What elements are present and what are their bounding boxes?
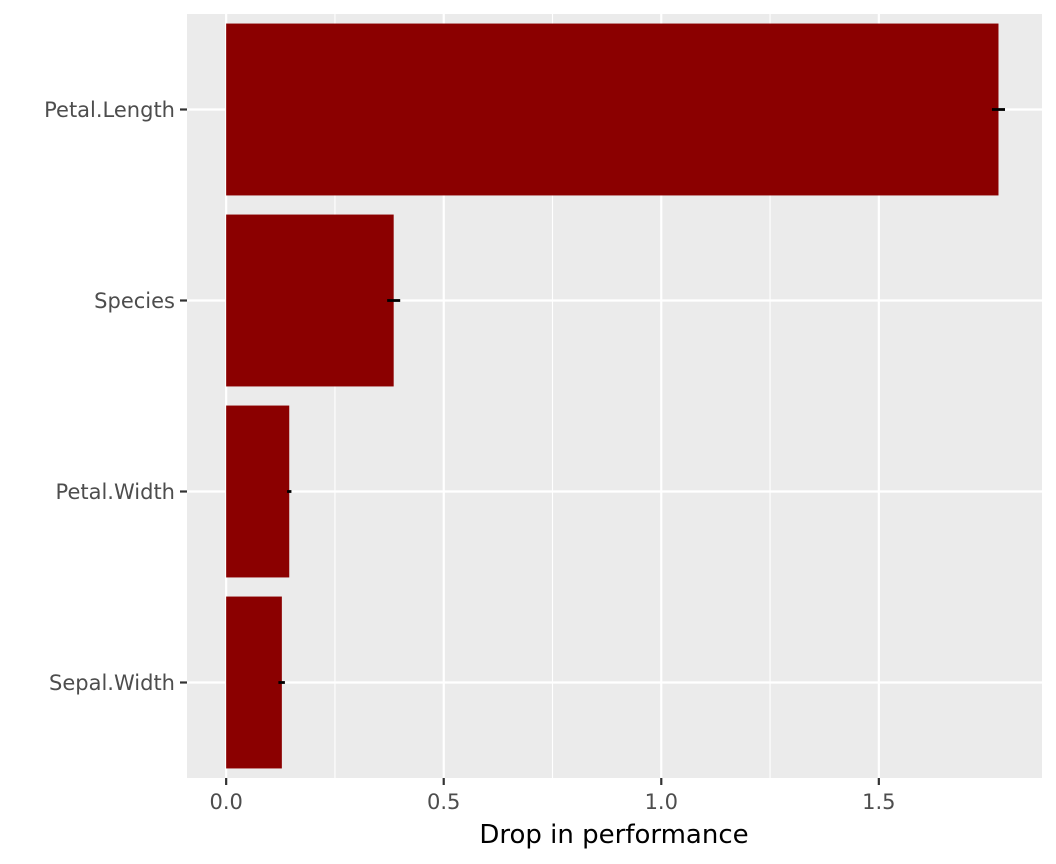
bar-sepal-width [226, 596, 282, 769]
bar-species [226, 214, 394, 387]
error-bars [278, 108, 1006, 684]
y-tick-label: Sepal.Width [49, 671, 175, 695]
y-tick-label: Petal.Length [44, 98, 175, 122]
bar-petal-width [226, 405, 290, 578]
bar-petal-length [226, 23, 999, 196]
y-axis: Petal.Length Species Petal.Width Sepal.Widt… [44, 98, 187, 695]
x-tick-label: 0.0 [209, 790, 242, 814]
y-tick-label: Petal.Width [56, 480, 175, 504]
x-tick-label: 1.5 [862, 790, 895, 814]
bars [226, 23, 999, 769]
x-tick-label: 0.5 [427, 790, 460, 814]
x-tick-label: 1.0 [645, 790, 678, 814]
x-axis: 0.0 0.5 1.0 1.5 [209, 778, 896, 814]
y-tick-label: Species [94, 289, 175, 313]
x-axis-title: Drop in performance [479, 820, 748, 850]
